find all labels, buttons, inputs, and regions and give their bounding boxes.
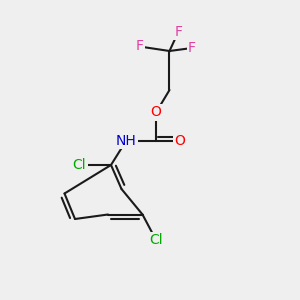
Text: O: O [175,134,185,148]
Text: F: F [175,25,182,38]
Text: F: F [136,40,143,53]
Text: F: F [188,41,196,55]
Text: Cl: Cl [73,158,86,172]
Text: Cl: Cl [149,233,163,247]
Text: NH: NH [116,134,136,148]
Text: O: O [151,106,161,119]
